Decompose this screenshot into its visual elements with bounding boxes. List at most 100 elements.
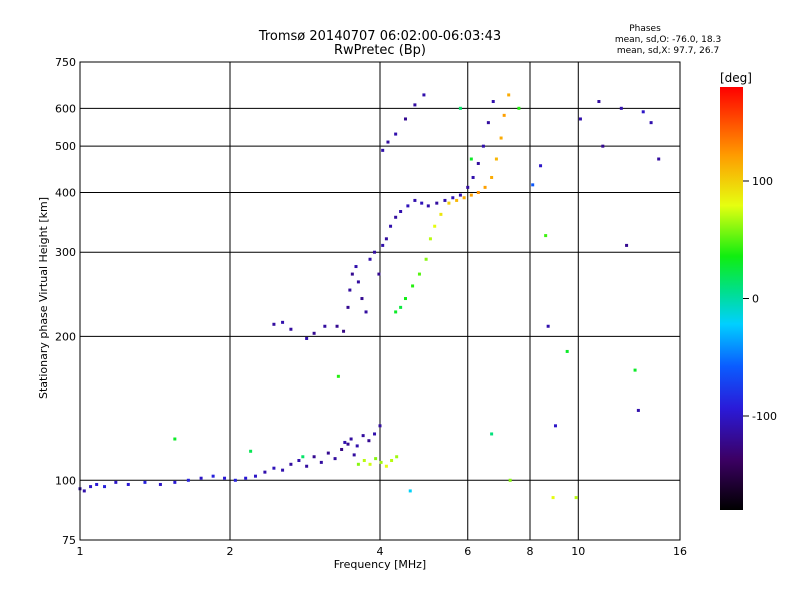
data-point (390, 458, 394, 462)
data-point (428, 237, 432, 241)
data-point (544, 234, 548, 238)
data-point (301, 455, 305, 459)
data-point (379, 460, 383, 464)
data-point (476, 190, 480, 194)
data-point (389, 224, 393, 228)
data-point (342, 329, 346, 333)
data-point (355, 444, 359, 448)
y-axis-label: Stationary phase Virtual Height [km] (37, 197, 50, 399)
data-point (319, 460, 323, 464)
data-point (126, 482, 130, 486)
data-point (399, 210, 403, 214)
data-point (186, 478, 190, 482)
data-point (199, 476, 203, 480)
data-point (335, 324, 339, 328)
data-point (272, 322, 276, 326)
data-point (395, 455, 399, 459)
data-point (411, 284, 415, 288)
chart-subtitle: RwPretec (Bp) (334, 43, 426, 58)
data-point (439, 212, 443, 216)
data-point (305, 464, 309, 468)
y-tick-label: 500 (55, 140, 76, 153)
phase-stats-title: Phases (629, 24, 661, 34)
data-point (433, 224, 437, 228)
data-point (399, 305, 403, 309)
data-point (466, 185, 470, 189)
data-point (368, 462, 372, 466)
data-point (641, 110, 645, 114)
data-point (451, 196, 455, 200)
data-point (413, 103, 417, 107)
data-point (531, 183, 535, 187)
y-tick-label: 200 (55, 330, 76, 343)
data-point (435, 201, 439, 205)
colorbar-tick-label: 0 (752, 293, 759, 306)
data-point (373, 250, 377, 254)
data-point (350, 272, 354, 276)
colorbar-tick-label: 100 (752, 175, 773, 188)
data-point (447, 201, 451, 205)
data-point (173, 480, 177, 484)
data-point (281, 320, 285, 324)
data-point (384, 464, 388, 468)
x-tick-label: 4 (377, 545, 384, 558)
x-tick-label: 16 (673, 545, 687, 558)
data-point (249, 449, 253, 453)
data-point (507, 93, 511, 97)
data-point (422, 93, 426, 97)
data-point (574, 496, 578, 500)
y-tick-label: 75 (62, 534, 76, 547)
y-tick-label: 300 (55, 246, 76, 259)
data-point (633, 368, 637, 372)
x-axis-ticks: 1 2 4 6 8 10 16 (77, 545, 688, 558)
data-point (455, 198, 459, 202)
data-point (356, 462, 360, 466)
data-point (394, 310, 398, 314)
data-point (364, 310, 368, 314)
data-point (348, 288, 352, 292)
data-point (601, 144, 605, 148)
colorbar (720, 87, 743, 510)
data-point (340, 447, 344, 451)
data-point (619, 106, 623, 110)
data-point (546, 324, 550, 328)
data-point (143, 480, 147, 484)
plot-frame (79, 61, 681, 541)
y-tick-label: 400 (55, 186, 76, 199)
data-point (95, 482, 99, 486)
data-point (517, 106, 521, 110)
x-tick-label: 1 (77, 545, 84, 558)
data-point (368, 257, 372, 261)
data-point (305, 336, 309, 340)
data-point (253, 474, 257, 478)
data-point (394, 215, 398, 219)
x-tick-label: 2 (227, 545, 234, 558)
data-point (378, 424, 382, 428)
data-point (114, 480, 118, 484)
data-point (323, 324, 327, 328)
data-point (403, 117, 407, 121)
data-point (343, 440, 347, 444)
data-point (490, 175, 494, 179)
data-point (373, 432, 377, 436)
data-point (625, 243, 629, 247)
data-point (553, 424, 557, 428)
data-point (360, 297, 364, 301)
data-point (458, 193, 462, 197)
data-point (346, 442, 350, 446)
data-point (499, 136, 503, 140)
data-point (462, 196, 466, 200)
data-point (420, 201, 424, 205)
data-point (333, 457, 337, 461)
scatter-points (78, 93, 661, 500)
data-point (426, 204, 430, 208)
data-point (657, 157, 661, 161)
data-point (289, 462, 293, 466)
data-point (408, 489, 412, 493)
data-point (384, 237, 388, 241)
y-axis-ticks: 75 100 200 300 400 500 600 750 (55, 56, 76, 547)
x-tick-label: 8 (527, 545, 534, 558)
chart-title: Tromsø 20140707 06:02:00-06:03:43 (258, 29, 501, 44)
x-axis-label: Frequency [MHz] (334, 558, 426, 571)
